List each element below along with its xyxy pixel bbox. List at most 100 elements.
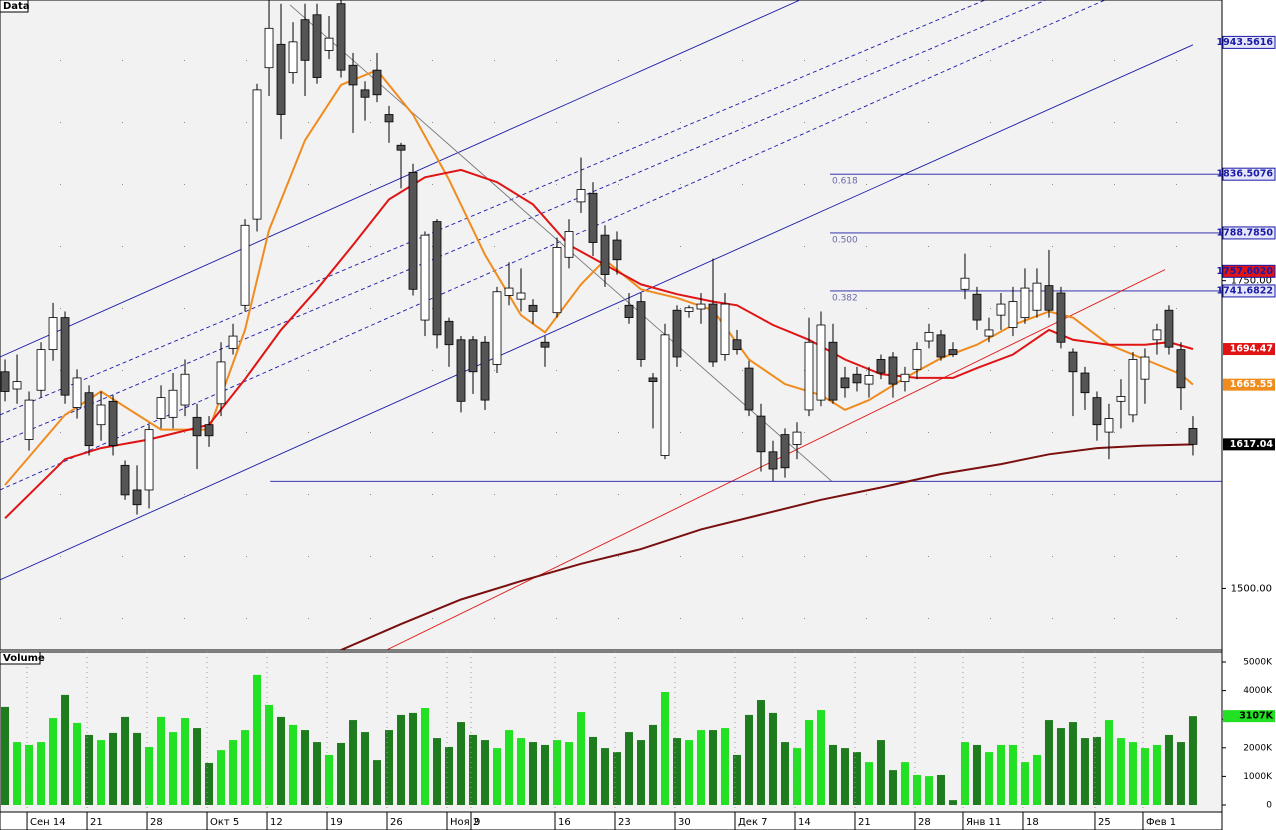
fib-label: 0.382 <box>832 293 858 303</box>
volume-bar <box>445 746 454 805</box>
volume-bar <box>1032 754 1041 805</box>
candle-body <box>1188 428 1198 445</box>
volume-bar <box>97 740 106 805</box>
volume-bar <box>1188 716 1197 805</box>
volume-bar <box>241 730 250 805</box>
volume-bar <box>109 732 118 805</box>
volume-bar <box>289 724 298 805</box>
volume-bar <box>744 714 753 805</box>
candle-body <box>648 377 658 383</box>
volume-bar <box>708 730 717 805</box>
candle-body <box>144 429 154 491</box>
axis-value-box <box>1222 35 1276 49</box>
volume-bar <box>253 674 262 805</box>
volume-bar <box>900 762 909 805</box>
candle-body <box>672 309 682 358</box>
candle-body <box>192 416 202 437</box>
moving-average <box>340 443 1194 650</box>
candle-body <box>108 400 118 447</box>
candle-body <box>780 434 790 469</box>
volume-bar <box>61 694 70 805</box>
volume-bar <box>337 742 346 805</box>
volume-bar <box>660 692 669 805</box>
candle-body <box>1020 287 1030 319</box>
volume-bar <box>1152 744 1161 805</box>
candle-body <box>660 334 670 456</box>
volume-bar <box>301 730 310 805</box>
candle-body <box>132 489 142 506</box>
volume-bar <box>828 744 837 805</box>
panel-title: Data <box>3 1 30 12</box>
volume-bar <box>565 742 574 805</box>
volume-bar <box>601 748 610 805</box>
volume-bar <box>1008 744 1017 805</box>
candle-body <box>876 359 886 374</box>
candle-body <box>444 320 454 346</box>
volume-tick-label: 2000K <box>1243 743 1273 753</box>
volume-bar <box>1164 734 1173 805</box>
axis-value-label: 1617.04 <box>1230 439 1274 450</box>
volume-bar <box>1 706 10 805</box>
x-tick-label: 23 <box>618 817 631 828</box>
volume-bar <box>1056 728 1065 805</box>
x-tick-label: 30 <box>678 817 691 828</box>
volume-bar <box>1116 738 1125 805</box>
candle-body <box>528 304 538 312</box>
candle-body <box>252 89 262 220</box>
x-tick-label: 19 <box>330 817 343 828</box>
volume-bar <box>157 716 166 805</box>
candle-body <box>60 317 70 396</box>
x-tick-label: Сен 14 <box>30 817 66 828</box>
candle-body <box>408 171 418 290</box>
volume-bar <box>385 730 394 805</box>
x-tick-label: 21 <box>858 817 871 828</box>
trend-line <box>0 0 986 416</box>
volume-bar <box>505 730 514 805</box>
volume-bar <box>720 728 729 805</box>
volume-bar <box>169 732 178 805</box>
candle-body <box>24 399 34 440</box>
candle-body <box>1140 356 1150 380</box>
trend-line <box>0 0 801 358</box>
y-tick-label: 1750.00 <box>1231 276 1272 287</box>
candle-body <box>840 377 850 389</box>
axis-value-box <box>1223 343 1275 356</box>
volume-bar <box>936 774 945 805</box>
volume-bar <box>313 742 322 805</box>
candle-body <box>336 3 346 71</box>
candle-body <box>624 304 634 319</box>
candle-body <box>864 375 874 385</box>
volume-bar <box>37 742 46 805</box>
candle-body <box>588 192 598 243</box>
candle-body <box>180 373 190 406</box>
volume-bar <box>409 712 418 805</box>
candle-body <box>912 349 922 370</box>
trend-line <box>0 0 1106 491</box>
candle-body <box>1080 372 1090 394</box>
candle-body <box>984 329 994 337</box>
volume-bar <box>1128 742 1137 805</box>
x-tick-label: 21 <box>90 817 103 828</box>
volume-bar <box>1044 720 1053 805</box>
volume-bar <box>265 704 274 805</box>
candle-body <box>516 292 526 300</box>
volume-bar <box>517 738 526 805</box>
candle-body <box>1164 309 1174 348</box>
volume-bar <box>1176 742 1185 805</box>
candle-body <box>744 367 754 411</box>
x-tick-label: 12 <box>270 817 283 828</box>
volume-bar <box>433 738 442 805</box>
candle-body <box>960 277 970 290</box>
y-tick-label: 1500.00 <box>1231 583 1272 594</box>
candle-body <box>636 301 646 360</box>
candle-body <box>1104 418 1114 433</box>
grid-dots <box>0 0 1222 650</box>
candle-body <box>36 349 46 391</box>
candle-body <box>72 377 82 408</box>
volume-bar <box>361 732 370 805</box>
candle-body <box>96 404 106 426</box>
volume-bar <box>876 740 885 805</box>
volume-bar <box>924 776 933 805</box>
volume-bar <box>553 740 562 805</box>
candle-body <box>156 397 166 419</box>
